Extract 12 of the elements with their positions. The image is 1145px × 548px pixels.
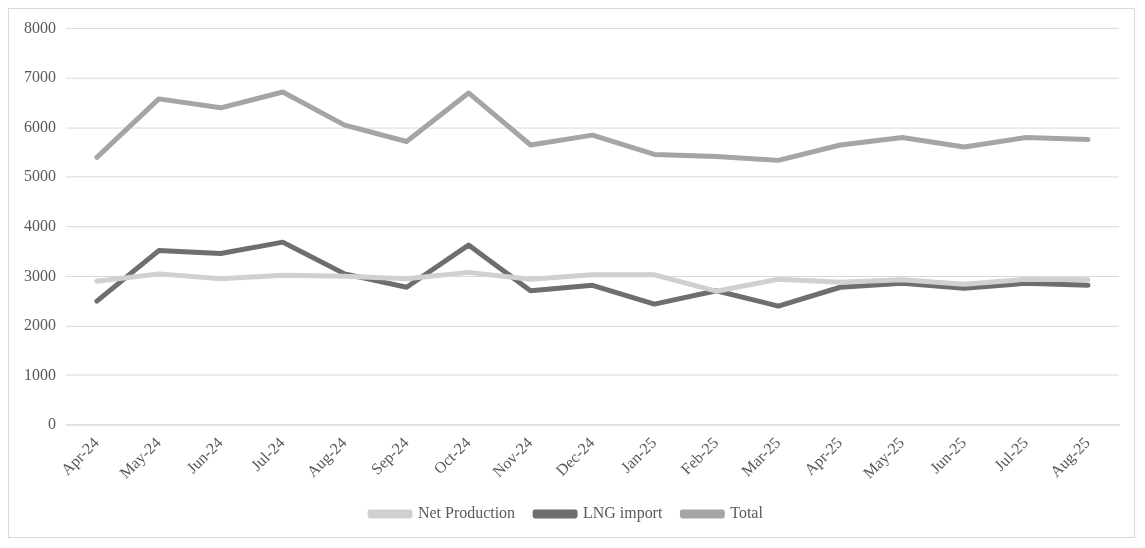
y-tick-label: 5000 (24, 167, 56, 185)
y-tick-label: 8000 (24, 18, 56, 36)
y-tick-label: 0 (47, 415, 56, 433)
y-tick-label: 4000 (24, 216, 56, 234)
legend-label: Net Production (418, 504, 516, 522)
legend-label: LNG import (583, 504, 663, 523)
y-tick-label: 3000 (24, 266, 56, 284)
legend-label: Total (730, 504, 764, 522)
y-tick-label: 7000 (24, 68, 56, 86)
y-tick-label: 2000 (24, 316, 56, 334)
y-tick-label: 6000 (24, 117, 56, 135)
y-tick-label: 1000 (24, 365, 56, 383)
